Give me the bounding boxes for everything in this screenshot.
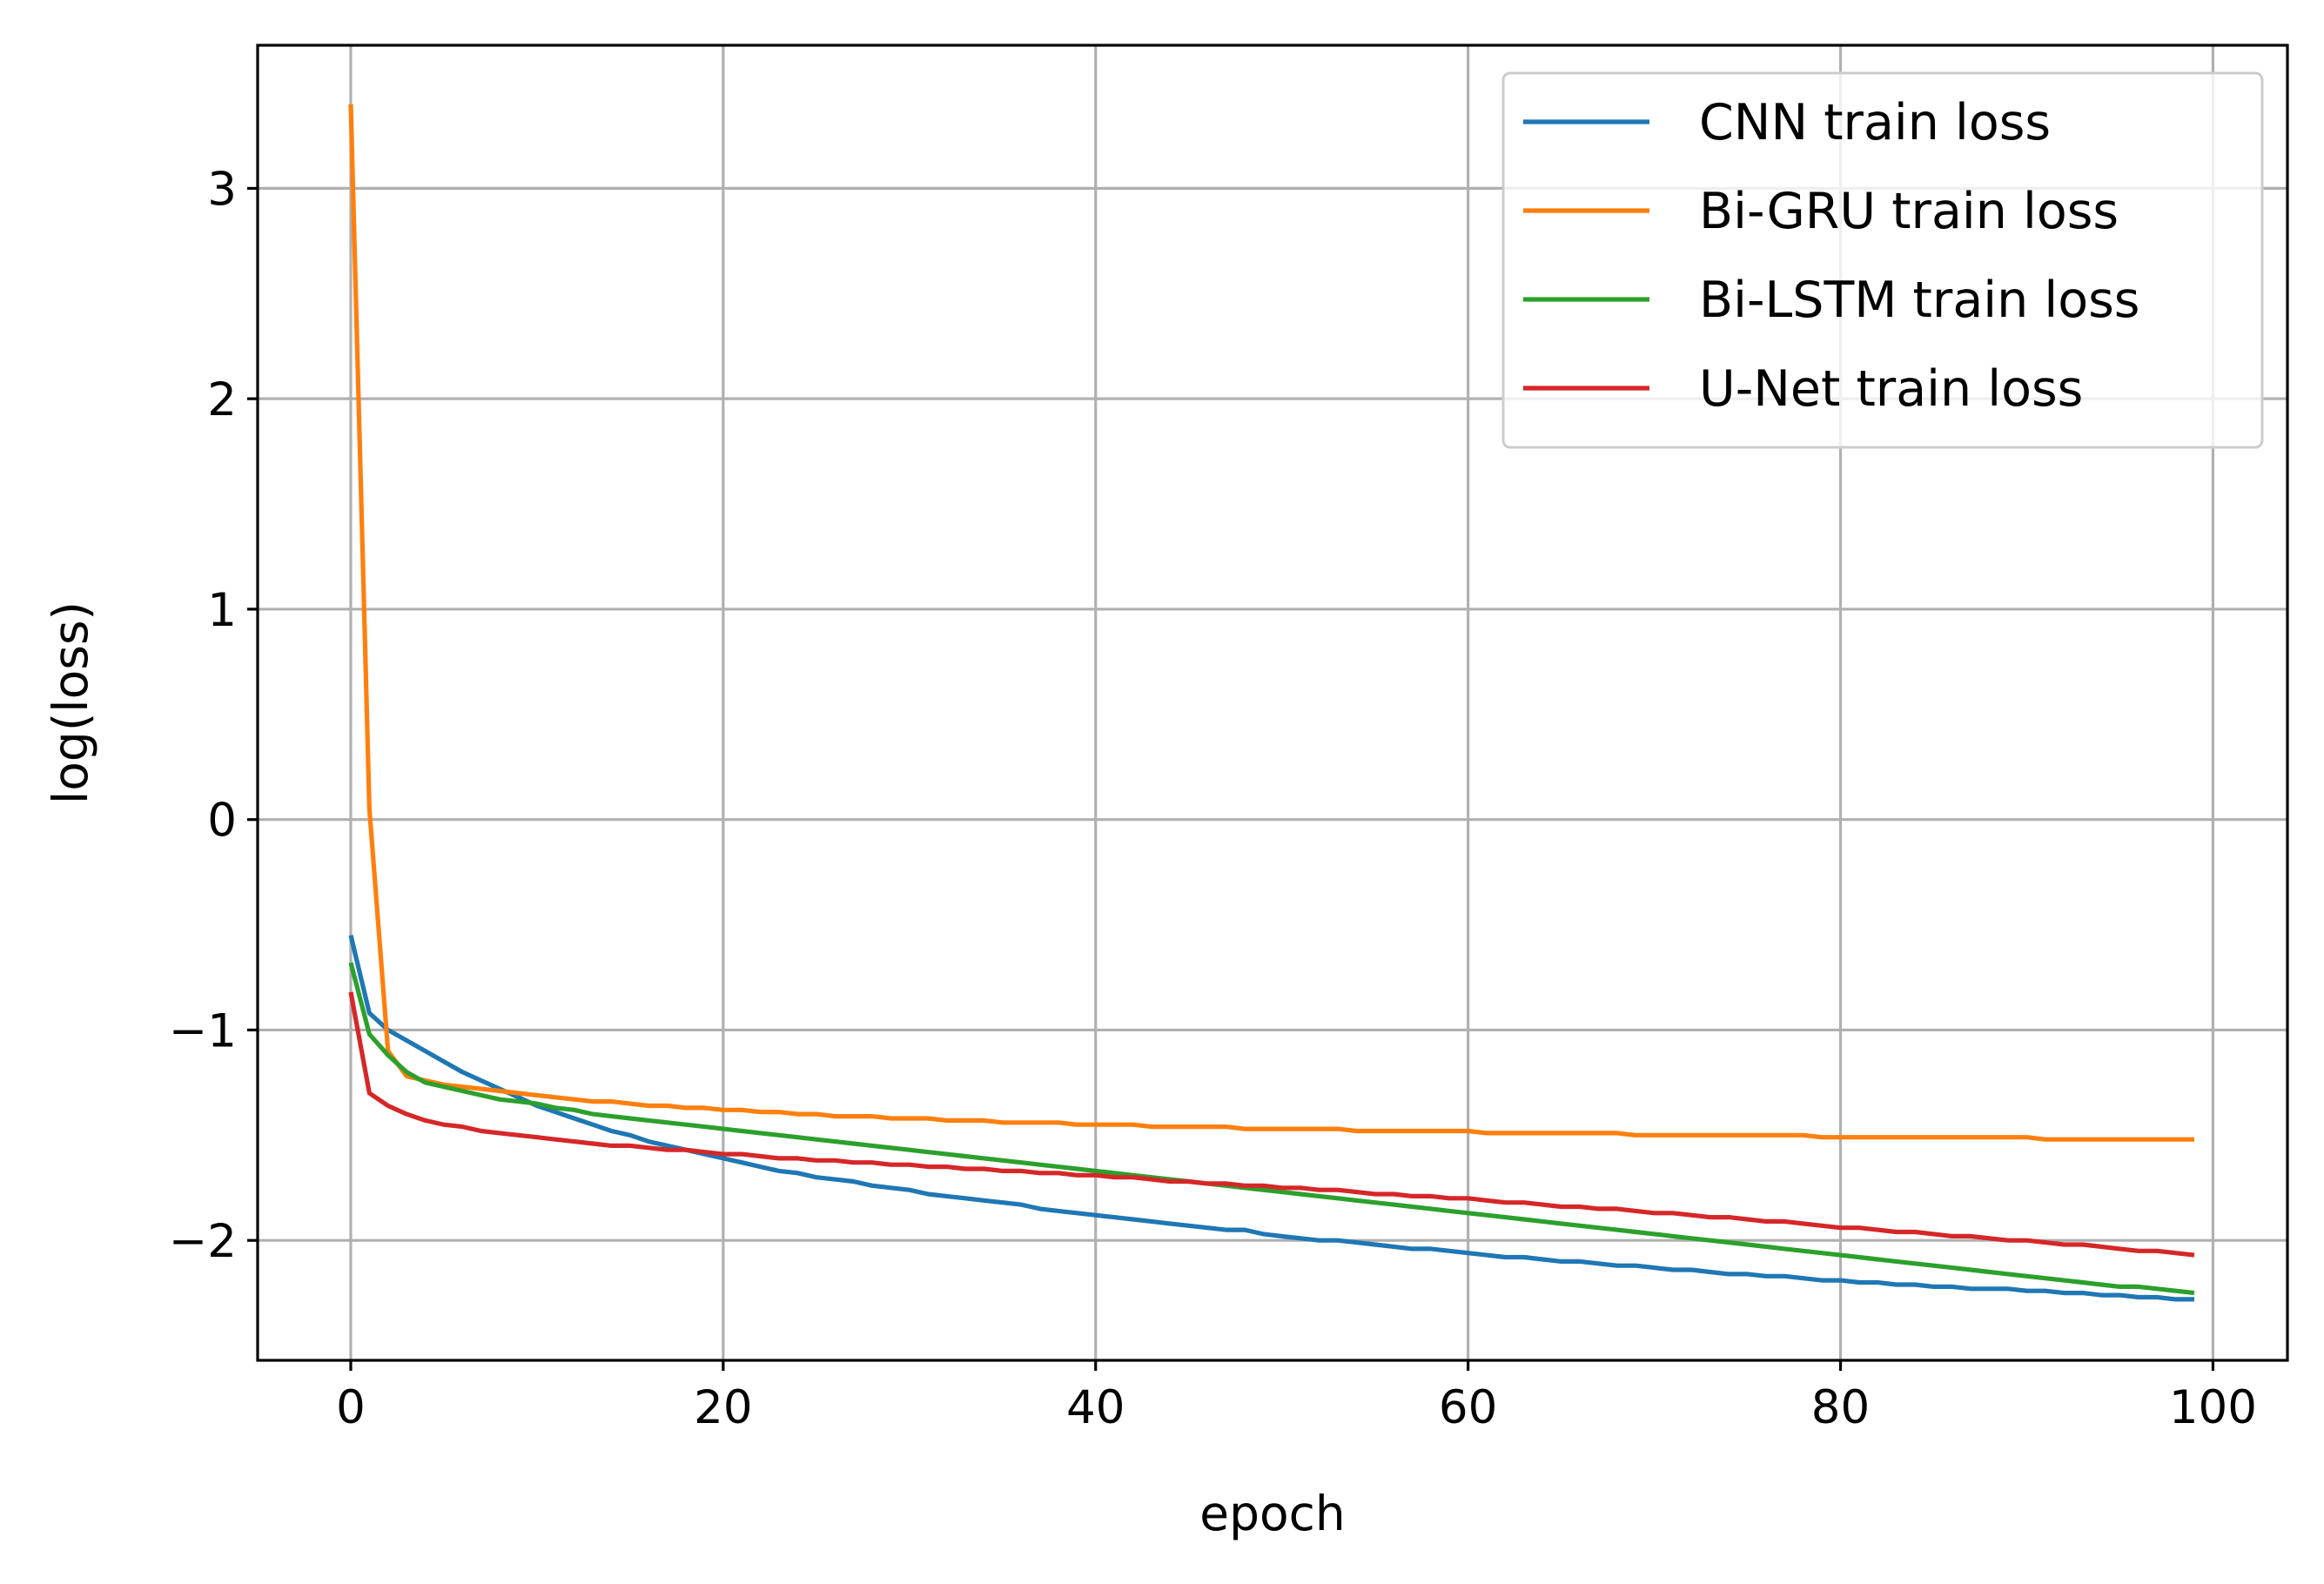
legend-label: U-Net train loss <box>1699 360 2083 418</box>
series-line-u-net <box>348 991 2195 1258</box>
x-tick-label: 0 <box>336 1381 366 1434</box>
ticks: 0 20 40 60 80 100 −2 −1 0 1 2 3 <box>169 163 2257 1434</box>
y-axis-label: log(loss) <box>43 601 98 804</box>
legend-label: Bi-GRU train loss <box>1699 183 2119 240</box>
legend-label: Bi-LSTM train loss <box>1699 272 2139 329</box>
series-line-bi-lstm <box>348 962 2195 1296</box>
series-group <box>348 104 2195 1302</box>
legend-box <box>1501 71 2264 449</box>
x-tick-label: 20 <box>694 1381 752 1434</box>
y-tick-label: 3 <box>207 163 237 216</box>
x-tick-label: 40 <box>1066 1381 1125 1434</box>
x-axis-label: epoch <box>1199 1486 1346 1541</box>
legend: CNN train loss Bi-GRU train loss Bi-LSTM t… <box>1501 71 2264 449</box>
y-tick-label: 0 <box>207 795 237 848</box>
y-tick-label: −2 <box>169 1215 237 1268</box>
x-tick-label: 80 <box>1811 1381 1870 1434</box>
plot-frame <box>256 44 2289 1362</box>
x-tick-label: 100 <box>2169 1381 2257 1434</box>
y-tick-label: −1 <box>169 1004 237 1057</box>
legend-items: CNN train loss Bi-GRU train loss Bi-LSTM t… <box>1523 94 2139 418</box>
x-tick-label: 60 <box>1439 1381 1497 1434</box>
legend-label: CNN train loss <box>1699 94 2051 151</box>
y-tick-label: 2 <box>207 373 237 426</box>
series-line-bi-gru <box>348 104 2194 1142</box>
y-tick-label: 1 <box>207 584 237 637</box>
series-line-cnn <box>348 934 2194 1302</box>
